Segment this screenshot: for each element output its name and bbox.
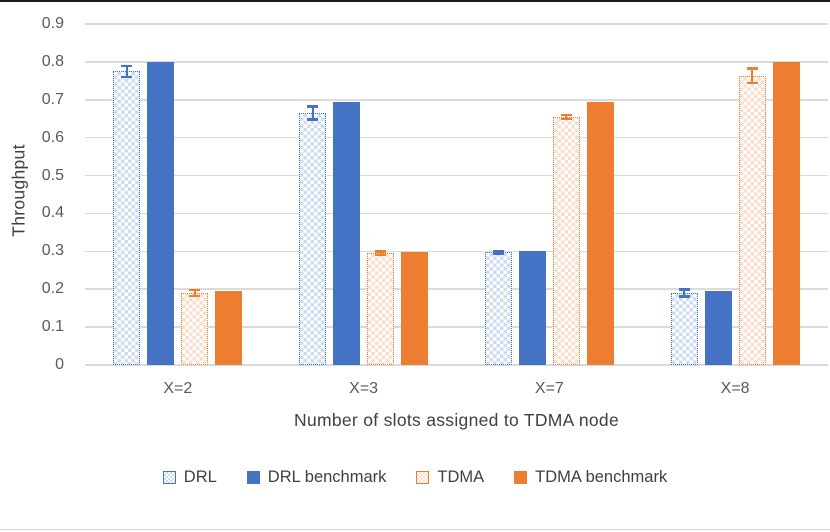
legend-label: DRL (183, 468, 217, 486)
legend-label: TDMA (437, 468, 485, 486)
bar-tdma-benchmark (401, 252, 429, 365)
error-bar-cap-bottom (375, 253, 387, 257)
legend-swatch-icon (246, 471, 260, 484)
error-bar-cap-bottom (189, 294, 201, 298)
error-bar-line (379, 251, 382, 256)
error-bar-cap-bottom (678, 295, 690, 298)
error-bar-line (683, 289, 686, 297)
gridline (85, 136, 828, 139)
figure-bottom-rule (0, 529, 830, 530)
bar-drl (670, 293, 698, 365)
bar-tdma-benchmark (586, 101, 614, 365)
gridline (85, 288, 828, 290)
error-bar-cap-top (560, 113, 572, 117)
error-bar-cap-top (121, 64, 133, 68)
gridline (85, 99, 828, 101)
bar-tdma (181, 293, 209, 365)
bar-drl-benchmark (147, 61, 175, 365)
y-tick-label: 0.6 (41, 128, 64, 146)
bar-tdma-benchmark (215, 291, 243, 365)
error-bar-cap-bottom (307, 118, 319, 121)
gridline (85, 23, 828, 25)
y-tick-label: 0.7 (41, 90, 64, 108)
bar-drl-benchmark (704, 291, 732, 365)
error-bar-cap-top (375, 250, 387, 253)
x-axis-title: Number of slots assigned to TDMA node (294, 410, 619, 430)
legend-item-tdma-benchmark: TDMA benchmark (514, 468, 667, 487)
x-tick-label: X=8 (720, 380, 750, 397)
bar-tdma-benchmark (772, 61, 800, 365)
y-tick-label: 0.4 (41, 204, 64, 222)
error-bar-cap-top (307, 105, 319, 108)
bar-drl-benchmark (333, 101, 361, 365)
error-bar-cap-bottom (492, 252, 504, 255)
error-bar-cap-top (189, 288, 201, 292)
bar-tdma (552, 116, 580, 365)
bar-drl (299, 113, 327, 365)
y-tick-label: 0.5 (41, 166, 64, 184)
gridline (85, 364, 828, 366)
legend-item-drl-benchmark: DRL benchmark (246, 468, 387, 487)
error-bar-cap-top (492, 250, 504, 253)
x-tick-label: X=3 (349, 380, 379, 397)
legend-swatch-icon (416, 471, 430, 484)
legend-swatch-icon (514, 471, 528, 484)
y-tick-label: 0.1 (41, 318, 64, 336)
error-bar-line (125, 65, 128, 78)
legend-label: TDMA benchmark (535, 468, 668, 486)
bar-tdma (367, 253, 395, 365)
chart-legend: DRL DRL benchmark TDMA TDMA benchmark (0, 468, 830, 487)
error-bar-cap-bottom (560, 117, 572, 121)
gridline (85, 174, 828, 177)
y-tick-label: 0.2 (41, 280, 64, 298)
figure-top-rule (0, 0, 830, 2)
error-bar-cap-bottom (746, 81, 758, 85)
gridline (85, 250, 828, 253)
bar-drl (113, 71, 141, 365)
error-bar-line (193, 289, 196, 297)
legend-label: DRL benchmark (267, 468, 387, 486)
gridline (85, 61, 828, 63)
gridline (85, 326, 828, 328)
y-tick-label: 0.8 (41, 52, 64, 70)
x-tick-label: X=2 (163, 380, 193, 397)
bar-drl (484, 252, 512, 365)
y-tick-label: 0.3 (41, 242, 64, 260)
x-tick-label: X=7 (534, 380, 564, 397)
bar-tdma (738, 75, 766, 365)
y-axis-title: Throughput (8, 144, 29, 237)
gridline (85, 212, 828, 215)
legend-item-tdma: TDMA (416, 468, 484, 487)
error-bar-cap-bottom (121, 75, 133, 79)
legend-item-drl: DRL (162, 468, 217, 487)
error-bar-line (311, 106, 314, 120)
bar-drl-benchmark (518, 251, 546, 365)
error-bar-cap-top (678, 288, 690, 291)
legend-swatch-icon (162, 471, 176, 484)
error-bar-line (751, 68, 754, 84)
y-tick-label: 0.9 (41, 15, 64, 32)
error-bar-cap-top (746, 67, 758, 70)
y-tick-label: 0 (55, 356, 64, 373)
error-bar-line (565, 114, 568, 120)
